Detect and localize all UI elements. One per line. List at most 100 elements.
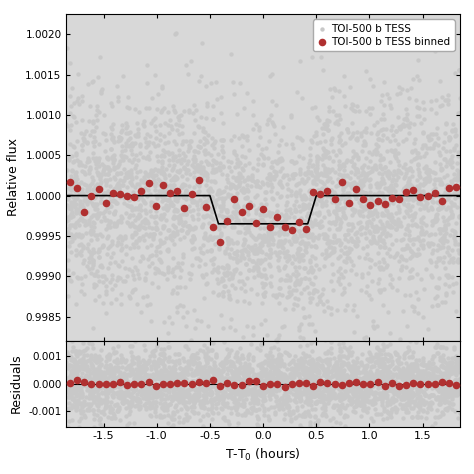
Point bbox=[178, 391, 185, 398]
TOI-500 b TESS bbox=[330, 188, 338, 196]
Point bbox=[217, 385, 225, 393]
Point bbox=[130, 380, 138, 388]
TOI-500 b TESS bbox=[412, 96, 419, 103]
TOI-500 b TESS bbox=[365, 212, 372, 219]
TOI-500 b TESS bbox=[438, 298, 446, 305]
TOI-500 b TESS bbox=[76, 209, 84, 217]
TOI-500 b TESS bbox=[376, 265, 383, 273]
TOI-500 b TESS bbox=[83, 193, 91, 201]
TOI-500 b TESS bbox=[383, 229, 391, 237]
Point bbox=[219, 398, 227, 406]
Point bbox=[227, 409, 235, 417]
Point bbox=[93, 401, 100, 408]
Point bbox=[191, 399, 198, 407]
TOI-500 b TESS bbox=[72, 149, 80, 157]
Point bbox=[194, 388, 202, 395]
TOI-500 b TESS bbox=[328, 167, 335, 174]
Point bbox=[328, 373, 335, 380]
Point bbox=[236, 374, 243, 382]
TOI-500 b TESS bbox=[188, 270, 195, 278]
Point bbox=[282, 410, 289, 418]
TOI-500 b TESS bbox=[238, 142, 246, 150]
TOI-500 b TESS bbox=[407, 84, 415, 92]
Point bbox=[315, 369, 323, 376]
TOI-500 b TESS bbox=[360, 212, 367, 219]
Point bbox=[199, 370, 207, 377]
TOI-500 b TESS bbox=[402, 195, 410, 203]
Point bbox=[91, 356, 99, 364]
Point bbox=[286, 407, 293, 414]
TOI-500 b TESS bbox=[223, 268, 231, 276]
Point bbox=[276, 377, 284, 385]
TOI-500 b TESS bbox=[259, 160, 267, 168]
Point bbox=[448, 400, 456, 408]
Point bbox=[137, 375, 144, 383]
Point bbox=[245, 360, 253, 368]
Point bbox=[68, 401, 75, 409]
Point bbox=[229, 376, 237, 384]
TOI-500 b TESS bbox=[443, 96, 451, 104]
Point bbox=[190, 371, 198, 379]
Point bbox=[113, 408, 120, 415]
Point bbox=[302, 397, 310, 405]
Point bbox=[341, 412, 349, 419]
Point bbox=[384, 366, 392, 374]
TOI-500 b TESS bbox=[123, 173, 130, 181]
Point bbox=[83, 378, 91, 386]
Point bbox=[291, 397, 298, 405]
TOI-500 b TESS bbox=[451, 170, 458, 177]
TOI-500 b TESS bbox=[298, 289, 305, 297]
TOI-500 b TESS bbox=[191, 224, 199, 231]
TOI-500 b TESS bbox=[297, 233, 305, 240]
TOI-500 b TESS bbox=[96, 247, 103, 255]
TOI-500 b TESS bbox=[142, 154, 150, 162]
TOI-500 b TESS bbox=[94, 214, 101, 221]
TOI-500 b TESS binned bbox=[109, 189, 117, 197]
TOI-500 b TESS bbox=[144, 192, 151, 200]
Point bbox=[336, 384, 343, 392]
TOI-500 b TESS bbox=[259, 162, 267, 169]
TOI-500 b TESS bbox=[406, 255, 413, 262]
TOI-500 b TESS bbox=[185, 222, 193, 230]
Point bbox=[431, 377, 439, 384]
Point bbox=[142, 360, 150, 368]
Point bbox=[195, 378, 202, 386]
TOI-500 b TESS bbox=[365, 104, 373, 111]
Point bbox=[98, 409, 105, 416]
Point bbox=[238, 368, 246, 375]
TOI-500 b TESS bbox=[158, 239, 165, 247]
TOI-500 b TESS bbox=[208, 247, 215, 255]
TOI-500 b TESS bbox=[227, 324, 234, 331]
TOI-500 b TESS bbox=[180, 107, 188, 115]
TOI-500 b TESS bbox=[213, 233, 221, 241]
TOI-500 b TESS bbox=[326, 190, 333, 197]
TOI-500 b TESS bbox=[330, 244, 337, 252]
TOI-500 b TESS bbox=[340, 73, 348, 80]
TOI-500 b TESS bbox=[137, 193, 145, 201]
TOI-500 b TESS bbox=[118, 148, 126, 155]
Point bbox=[235, 356, 243, 364]
Point bbox=[267, 371, 274, 379]
TOI-500 b TESS bbox=[335, 157, 343, 164]
TOI-500 b TESS bbox=[122, 139, 130, 146]
Point bbox=[287, 370, 294, 377]
Point bbox=[450, 387, 457, 395]
TOI-500 b TESS bbox=[93, 206, 100, 213]
Point bbox=[292, 415, 299, 422]
TOI-500 b TESS bbox=[204, 149, 211, 156]
TOI-500 b TESS bbox=[299, 256, 307, 264]
TOI-500 b TESS bbox=[283, 192, 291, 200]
TOI-500 b TESS bbox=[408, 157, 415, 165]
Point bbox=[350, 403, 358, 410]
Point bbox=[106, 386, 114, 393]
Point bbox=[171, 388, 178, 396]
Point bbox=[266, 378, 274, 386]
TOI-500 b TESS bbox=[109, 159, 117, 167]
Point bbox=[132, 402, 139, 410]
TOI-500 b TESS bbox=[205, 234, 212, 242]
TOI-500 b TESS bbox=[419, 129, 427, 137]
Point bbox=[135, 406, 142, 413]
TOI-500 b TESS bbox=[83, 263, 91, 270]
Point bbox=[450, 346, 457, 353]
Point bbox=[310, 360, 317, 367]
